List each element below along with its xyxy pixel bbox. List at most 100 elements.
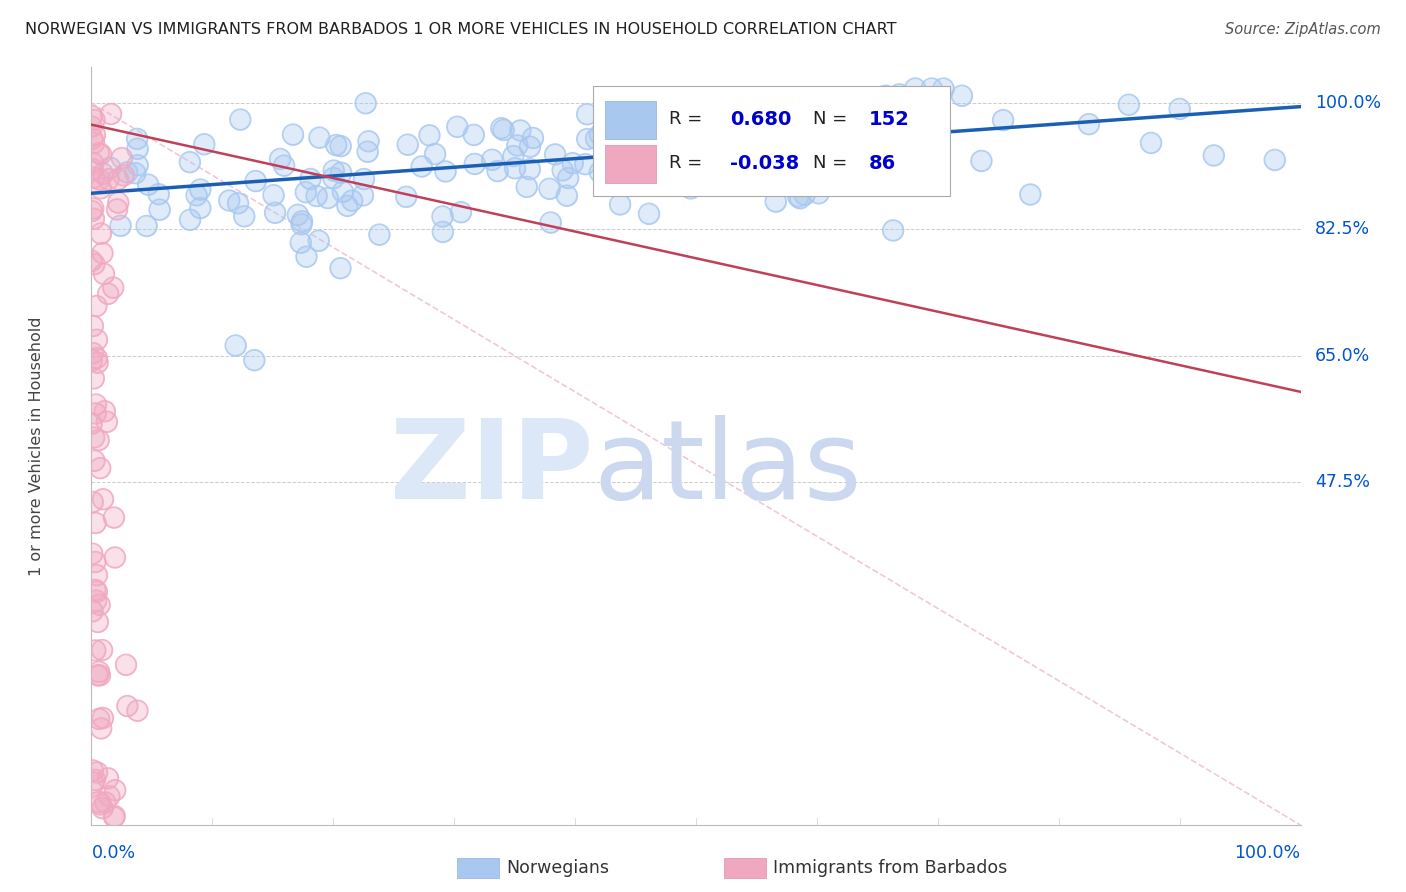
Point <box>322 171 344 186</box>
Point <box>124 166 146 180</box>
Point <box>86 765 108 780</box>
Point <box>589 165 612 179</box>
Point <box>115 657 138 672</box>
Point <box>1202 148 1225 162</box>
Point <box>107 172 129 186</box>
Point <box>111 151 134 165</box>
Point <box>97 772 120 786</box>
Point <box>904 125 927 139</box>
Point <box>890 146 912 161</box>
Point <box>295 185 318 199</box>
Point <box>322 171 344 186</box>
Point <box>84 582 107 597</box>
Point <box>308 234 330 248</box>
Point <box>89 712 111 726</box>
Point <box>640 140 662 154</box>
FancyBboxPatch shape <box>605 145 657 183</box>
Point <box>740 150 762 164</box>
Point <box>87 433 110 447</box>
Point <box>522 131 544 145</box>
Point <box>900 169 922 184</box>
Point <box>589 165 612 179</box>
Point <box>82 547 104 561</box>
Point <box>308 234 330 248</box>
Point <box>329 261 352 276</box>
Point <box>742 130 765 145</box>
Point <box>696 164 718 178</box>
Point <box>434 164 457 178</box>
Point <box>91 246 114 260</box>
Point <box>245 174 267 188</box>
Point <box>904 81 927 95</box>
Point <box>91 711 114 725</box>
Point <box>245 174 267 188</box>
Point <box>918 137 941 152</box>
Point <box>98 161 121 175</box>
Point <box>112 169 135 183</box>
Point <box>765 194 787 209</box>
Point <box>87 615 110 629</box>
Point <box>464 157 486 171</box>
Point <box>1077 117 1099 131</box>
Point <box>91 801 114 815</box>
Point <box>112 169 135 183</box>
Point <box>263 188 285 202</box>
Point <box>807 186 830 201</box>
Point <box>675 169 697 184</box>
Point <box>291 214 314 228</box>
Point <box>796 158 818 172</box>
Point <box>89 668 111 682</box>
Point <box>894 167 917 181</box>
Point <box>86 765 108 780</box>
Point <box>80 253 103 268</box>
Point <box>1019 187 1042 202</box>
Point <box>329 261 352 276</box>
Point <box>281 128 304 142</box>
Point <box>89 668 111 682</box>
Point <box>555 188 578 202</box>
Point <box>80 253 103 268</box>
Point <box>932 81 955 95</box>
Point <box>218 194 240 208</box>
Point <box>703 149 725 163</box>
Point <box>291 214 314 228</box>
Point <box>894 96 917 111</box>
Point <box>98 161 121 175</box>
Text: 152: 152 <box>869 110 910 128</box>
Point <box>336 199 359 213</box>
Point <box>1202 148 1225 162</box>
Point <box>295 185 318 199</box>
Point <box>882 223 904 237</box>
Point <box>991 113 1014 128</box>
Point <box>354 96 377 111</box>
Point <box>94 404 117 418</box>
FancyBboxPatch shape <box>605 101 657 139</box>
Point <box>368 227 391 242</box>
Point <box>503 161 526 176</box>
Text: 47.5%: 47.5% <box>1315 473 1369 491</box>
Point <box>1118 97 1140 112</box>
Point <box>97 286 120 301</box>
Point <box>423 147 446 161</box>
Point <box>481 153 503 167</box>
Point <box>585 131 607 145</box>
Point <box>830 96 852 111</box>
Point <box>432 210 454 224</box>
Point <box>188 201 211 215</box>
Point <box>89 795 111 809</box>
Point <box>890 146 912 161</box>
Point <box>80 353 103 368</box>
Point <box>127 142 149 156</box>
Point <box>136 178 159 192</box>
Point <box>91 492 114 507</box>
Point <box>229 112 252 127</box>
Point <box>82 764 104 778</box>
Point <box>561 156 583 170</box>
Point <box>308 130 330 145</box>
Point <box>263 188 285 202</box>
Point <box>1077 117 1099 131</box>
Point <box>491 121 513 136</box>
Point <box>86 356 108 370</box>
Point <box>82 318 104 333</box>
Point <box>396 137 419 152</box>
